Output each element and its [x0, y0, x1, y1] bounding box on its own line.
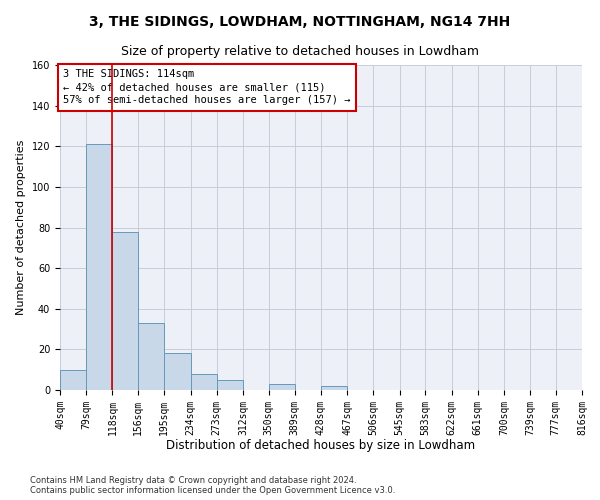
Text: Contains HM Land Registry data © Crown copyright and database right 2024.
Contai: Contains HM Land Registry data © Crown c…	[30, 476, 395, 495]
Bar	[60, 370, 86, 390]
Bar	[217, 380, 243, 390]
Bar	[164, 354, 191, 390]
Y-axis label: Number of detached properties: Number of detached properties	[16, 140, 26, 315]
Bar	[269, 384, 295, 390]
Bar	[86, 144, 112, 390]
Bar	[191, 374, 217, 390]
Text: Size of property relative to detached houses in Lowdham: Size of property relative to detached ho…	[121, 45, 479, 58]
Bar	[138, 323, 164, 390]
Bar	[112, 232, 138, 390]
Text: 3 THE SIDINGS: 114sqm
← 42% of detached houses are smaller (115)
57% of semi-det: 3 THE SIDINGS: 114sqm ← 42% of detached …	[64, 69, 351, 106]
X-axis label: Distribution of detached houses by size in Lowdham: Distribution of detached houses by size …	[166, 439, 476, 452]
Bar	[321, 386, 347, 390]
Text: 3, THE SIDINGS, LOWDHAM, NOTTINGHAM, NG14 7HH: 3, THE SIDINGS, LOWDHAM, NOTTINGHAM, NG1…	[89, 15, 511, 29]
